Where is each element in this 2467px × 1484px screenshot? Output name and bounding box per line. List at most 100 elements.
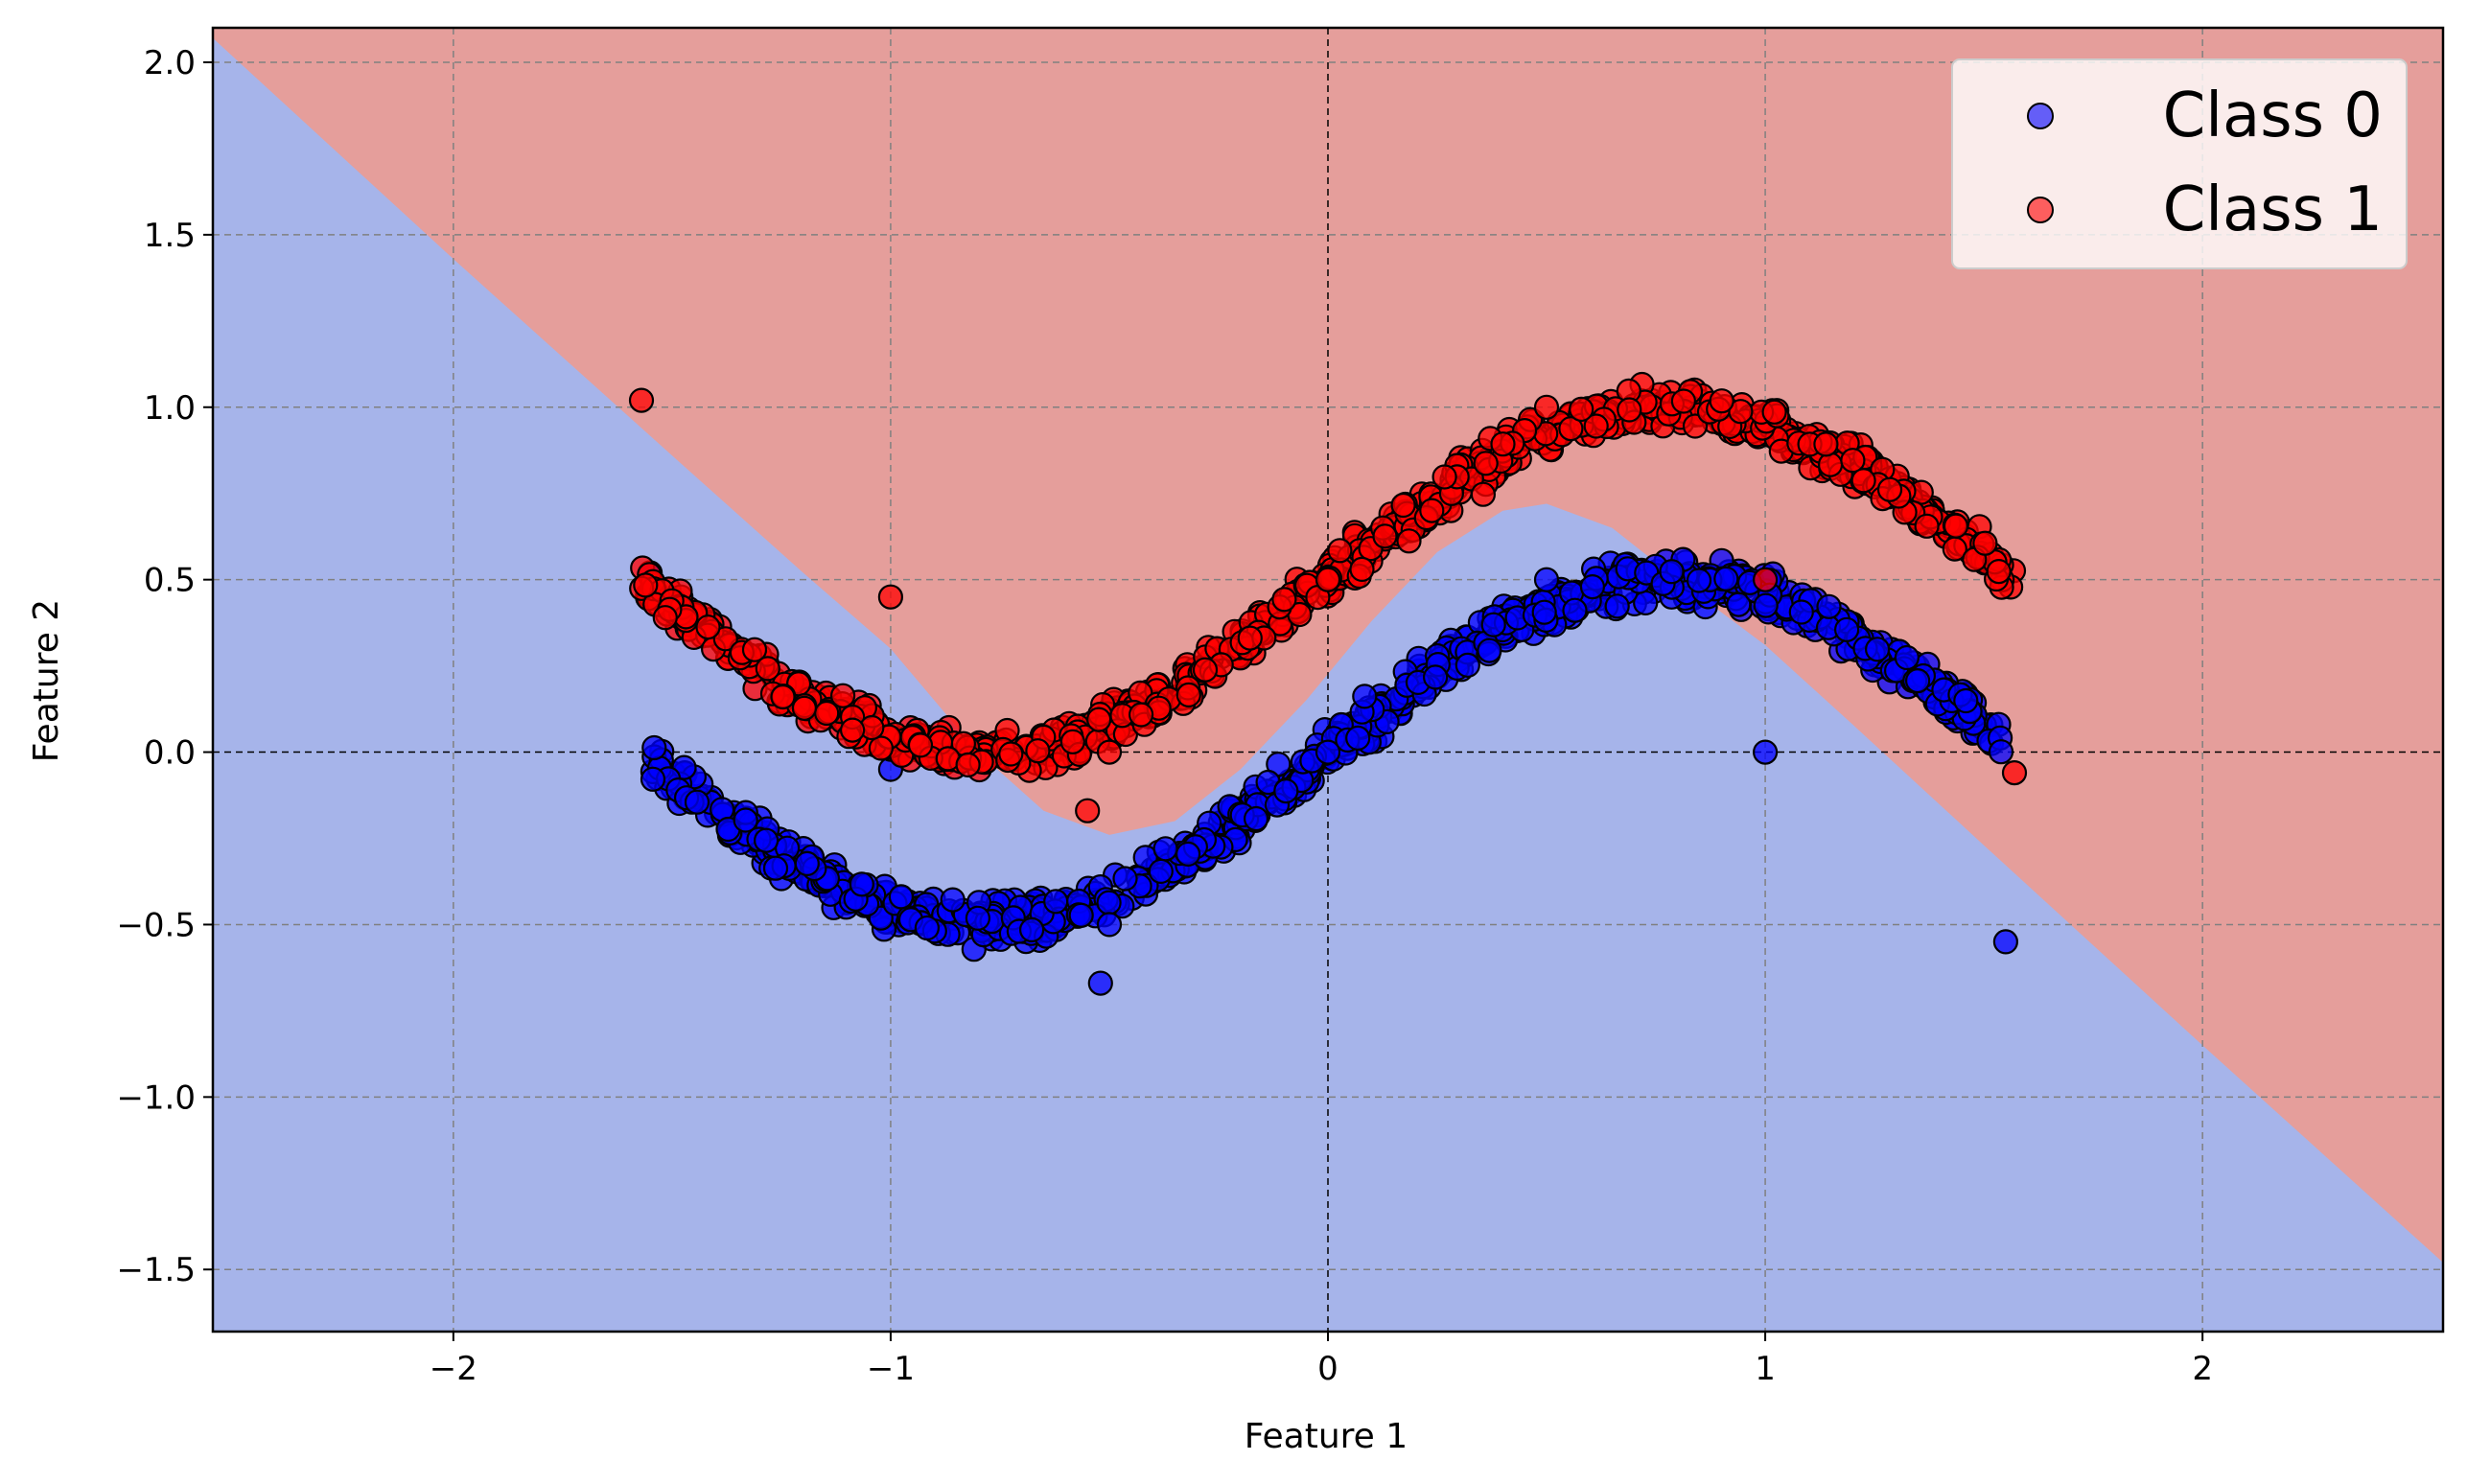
scatter-point — [1558, 416, 1584, 442]
scatter-point — [1562, 597, 1588, 623]
scatter-point — [1128, 702, 1154, 728]
scatter-point — [1726, 591, 1752, 617]
scatter-point — [1788, 599, 1814, 625]
scatter-point — [1617, 397, 1642, 423]
y-tick-label: 0.0 — [144, 734, 196, 773]
scatter-point — [1816, 593, 1842, 619]
scatter-point — [1953, 687, 1979, 714]
scatter-point — [1840, 448, 1866, 474]
y-tick-label: 2.0 — [144, 44, 196, 82]
scatter-point — [641, 734, 667, 761]
scatter-point — [1850, 468, 1876, 494]
scatter-point — [1175, 841, 1201, 868]
scatter-point — [1986, 558, 2012, 585]
scatter-point — [1761, 399, 1787, 425]
x-tick-label: 0 — [1317, 1350, 1338, 1388]
scatter-point — [1096, 739, 1123, 765]
scatter-point — [695, 614, 721, 640]
scatter-point — [1352, 684, 1378, 709]
scatter-point — [1943, 513, 1969, 539]
scatter-point — [2001, 759, 2028, 786]
scatter-point — [1728, 399, 1754, 425]
scatter-point — [1904, 667, 1931, 694]
scatter-point — [1470, 481, 1497, 507]
scatter-point — [1327, 538, 1353, 564]
scatter-point — [1273, 777, 1299, 804]
scatter-point — [712, 626, 738, 652]
scatter-point — [1864, 637, 1891, 662]
scatter-point — [1833, 616, 1860, 642]
scatter-point — [1422, 664, 1449, 690]
scatter-point — [755, 656, 780, 682]
scatter-point — [652, 605, 678, 631]
scatter-point — [914, 915, 941, 941]
x-tick-label: 1 — [1755, 1350, 1776, 1388]
x-tick-label: −1 — [867, 1350, 915, 1388]
scatter-point — [1315, 567, 1341, 592]
scatter-point — [849, 871, 874, 897]
scatter-point — [794, 850, 820, 877]
scatter-point — [1713, 566, 1739, 591]
scatter-point — [628, 387, 655, 413]
scatter-point — [1894, 644, 1920, 671]
legend-marker-class-0 — [2027, 103, 2054, 129]
scatter-point — [1752, 567, 1779, 592]
x-tick-label: −2 — [430, 1350, 477, 1388]
scatter-point — [684, 789, 710, 815]
scatter-point — [839, 717, 866, 743]
scatter-point — [965, 905, 991, 931]
legend: Class 0 Class 1 — [1951, 58, 2408, 269]
y-tick-label: 1.5 — [144, 217, 196, 255]
scatter-point — [1315, 739, 1341, 765]
legend-marker-class-1 — [2027, 197, 2054, 223]
scatter-point — [1112, 866, 1138, 892]
scatter-point — [888, 884, 915, 910]
scatter-point — [868, 735, 895, 761]
scatter-point — [1025, 738, 1051, 764]
scatter-point — [998, 741, 1024, 767]
scatter-point — [1686, 568, 1712, 593]
scatter-point — [753, 827, 780, 853]
scatter-point — [1431, 464, 1457, 490]
x-axis: −2 −1 0 1 2 — [430, 1332, 2213, 1388]
scatter-point — [1271, 587, 1297, 613]
scatter-point — [1813, 431, 1839, 457]
y-tick-label: −1.0 — [116, 1078, 196, 1117]
scatter-point — [1192, 657, 1219, 683]
scatter-point — [1753, 592, 1779, 618]
scatter-point — [1237, 625, 1263, 651]
scatter-point — [1569, 396, 1594, 422]
y-tick-label: −1.5 — [116, 1251, 196, 1289]
scatter-point — [1490, 431, 1516, 457]
scatter-point — [1396, 528, 1422, 554]
scatter-point — [1579, 573, 1606, 600]
scatter-point — [741, 637, 768, 662]
x-axis-title: Feature 1 — [1245, 1417, 1408, 1456]
scatter-point — [762, 855, 789, 881]
scatter-point — [1096, 912, 1123, 938]
scatter-point — [1670, 388, 1697, 414]
scatter-point — [1752, 739, 1779, 765]
scatter-point — [1085, 707, 1112, 732]
scatter-point — [1817, 452, 1844, 477]
scatter-point — [1709, 388, 1734, 414]
scatter-point — [940, 887, 966, 913]
scatter-point — [955, 752, 981, 778]
class-1-points — [628, 371, 2028, 823]
scatter-point — [1473, 451, 1499, 476]
scatter-point — [633, 572, 659, 598]
scatter-point — [1087, 970, 1113, 996]
scatter-point — [907, 732, 934, 758]
scatter-point — [829, 683, 856, 708]
y-tick-label: −0.5 — [116, 906, 196, 944]
class-0-points — [637, 546, 2018, 996]
y-axis-title: Feature 2 — [27, 599, 66, 762]
scatter-point — [1533, 567, 1560, 592]
scatter-point — [1988, 739, 2014, 765]
scatter-point — [1243, 805, 1269, 832]
scatter-point — [1175, 682, 1201, 708]
scatter-point — [1914, 513, 1940, 539]
scatter-point — [1152, 836, 1178, 862]
scatter-point — [1096, 890, 1122, 916]
